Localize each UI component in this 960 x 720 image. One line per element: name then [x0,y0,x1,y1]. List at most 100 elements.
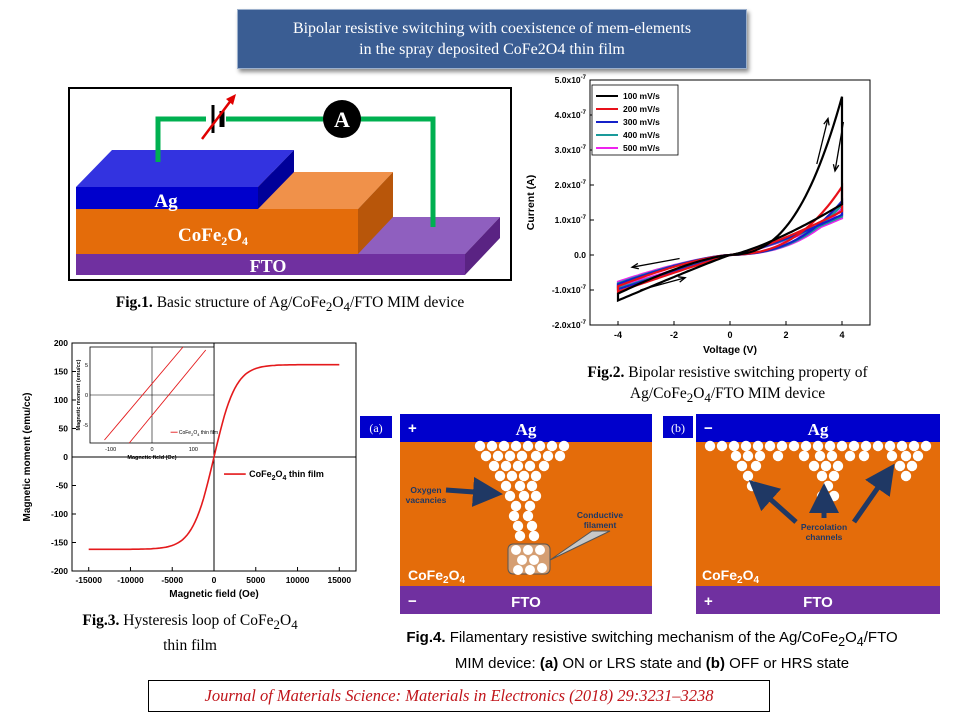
hys-series-line [88,363,340,551]
oxygen-vacancy-dot [517,555,527,565]
oxygen-vacancy-dot [510,500,522,512]
oxygen-vacancy-dot [894,460,906,472]
iv-x-tick-label: -4 [614,330,622,340]
fig1-fto-label: FTO [250,256,287,276]
hys-inset-branch-down [128,349,207,444]
oxygen-vacancy-dot [554,450,566,462]
ammeter-label: A [334,107,350,132]
fig4-panel-b: (b) − Ag + FTO CoFe2O4 Percolation chann… [663,414,940,614]
hys-x-tick-label: 0 [212,575,217,585]
hys-inset-y-label: Magnetic moment (emu/cc) [76,359,82,430]
hys-x-tick-label: -5000 [161,575,183,585]
oxygen-vacancy-dot [506,470,518,482]
iv-sweep-arrowhead [823,116,830,126]
fig2-iv-chart: -4 -2 0 2 4 -2.0x10-7 -1.0x10-7 0.0 1.0x10-7 2.0x… [525,75,871,356]
oxygen-vacancy-dot [812,440,824,452]
oxygen-vacancy-dot [534,440,546,452]
hys-inset-x-label: Magnetic field (Oe) [127,455,176,461]
iv-y-tick-label: 4.0x10-7 [555,110,587,120]
hys-inset-y-tick-label: -5 [83,423,88,429]
oxygen-vacancy-dot [558,440,570,452]
hys-inset-x-tick-label: 0 [150,447,153,453]
oxygen-vacancy-dot [822,480,834,492]
hys-x-tick-label: 5000 [246,575,265,585]
oxygen-vacancy-dot [800,440,812,452]
iv-y-tick-label: 5.0x10-7 [555,75,587,85]
svg-text:channels: channels [806,532,843,542]
oxygen-vacancy-dot [492,450,504,462]
svg-text:filament: filament [584,520,617,530]
hys-inset-y-tick-label: 0 [85,393,88,399]
svg-text:FTO: FTO [511,594,541,611]
oxygen-vacancy-dot [504,450,516,462]
oxygen-vacancy-dot [504,490,516,502]
iv-y-tick-label: 3.0x10-7 [555,145,587,155]
oxygen-vacancy-dot [798,450,810,462]
hys-x-tick-label: 10000 [286,575,310,585]
oxygen-vacancy-dot [920,440,932,452]
iv-x-tick-label: -2 [670,330,678,340]
oxygen-vacancy-dot [908,440,920,452]
oxygen-vacancy-dot [912,450,924,462]
oxygen-vacancy-dot [828,490,840,502]
svg-text:vacancies: vacancies [406,495,447,505]
svg-text:Percolation: Percolation [801,522,847,532]
oxygen-vacancy-dot [480,450,492,462]
hys-inset-legend-label: CoFe2O4 thin film [179,430,218,437]
oxygen-vacancy-dot [752,440,764,452]
oxygen-vacancy-dot [474,440,486,452]
svg-text:Oxygen: Oxygen [410,485,441,495]
oxygen-vacancy-dot [498,440,510,452]
oxygen-vacancy-dot [742,450,754,462]
hys-y-tick-label: 50 [59,424,69,434]
hys-y-tick-label: 150 [54,367,68,377]
oxygen-vacancy-dot [764,440,776,452]
oxygen-vacancy-dot [820,460,832,472]
iv-sweep-arrow [816,118,829,165]
hys-y-tick-label: 0 [63,452,68,462]
iv-sweep-arrowhead [630,262,639,270]
title-line-2: in the spray deposited CoFe2O4 thin film [359,41,625,58]
oxygen-vacancy-dot [518,470,530,482]
oxygen-vacancy-dot [526,480,538,492]
oxygen-vacancy-dot [535,545,545,555]
oxygen-vacancy-dot [522,510,534,522]
hys-y-tick-label: 200 [54,338,68,348]
iv-legend-label: 500 mV/s [623,143,660,153]
iv-y-label: Current (A) [525,175,537,230]
title-line-1: Bipolar resistive switching with coexist… [292,20,692,37]
svg-text:FTO: FTO [803,594,833,611]
oxygen-vacancy-dot [512,520,524,532]
iv-sweep-arrowhead [832,164,840,173]
ammeter-icon [323,100,361,138]
oxygen-vacancy-dot [824,440,836,452]
iv-y-tick-label: 0.0 [574,250,586,260]
oxygen-vacancy-dot [816,470,828,482]
iv-sweep-arrowhead [678,276,687,283]
oxygen-vacancy-dot [844,450,856,462]
iv-legend-label: 300 mV/s [623,117,660,127]
iv-x-tick-label: 4 [839,330,844,340]
iv-sweep-arrow [631,257,680,268]
fig3-hysteresis-chart: -15000 -10000 -5000 0 5000 10000 15000-200-150… [22,338,357,600]
oxygen-vacancy-dot [716,440,728,452]
iv-sweep-arrow [834,121,845,172]
oxygen-vacancy-dot [828,470,840,482]
iv-x-tick-label: 2 [783,330,788,340]
hys-inset-x-tick-label: -100 [105,447,116,453]
oxygen-vacancy-dot [740,440,752,452]
oxygen-vacancy-dot [516,450,528,462]
iv-y-tick-label: -1.0x10-7 [552,285,587,295]
oxygen-vacancy-dot [900,470,912,482]
fig4-mechanism-diagram: (a) + Ag − FTO CoFe2O4 Oxygen vacancies … [360,414,940,614]
oxygen-vacancy-dot [896,440,908,452]
oxygen-vacancy-dot [746,480,758,492]
svg-text:Conductive: Conductive [577,510,624,520]
oxygen-vacancy-dot [542,450,554,462]
oxygen-vacancy-dot [518,490,530,502]
fig1-cfo-label: CoFe2O4 [178,225,248,248]
oxygen-vacancy-dot [814,450,826,462]
oxygen-vacancy-dot [546,440,558,452]
hys-x-tick-label: 15000 [327,575,351,585]
oxygen-vacancy-dot [872,440,884,452]
